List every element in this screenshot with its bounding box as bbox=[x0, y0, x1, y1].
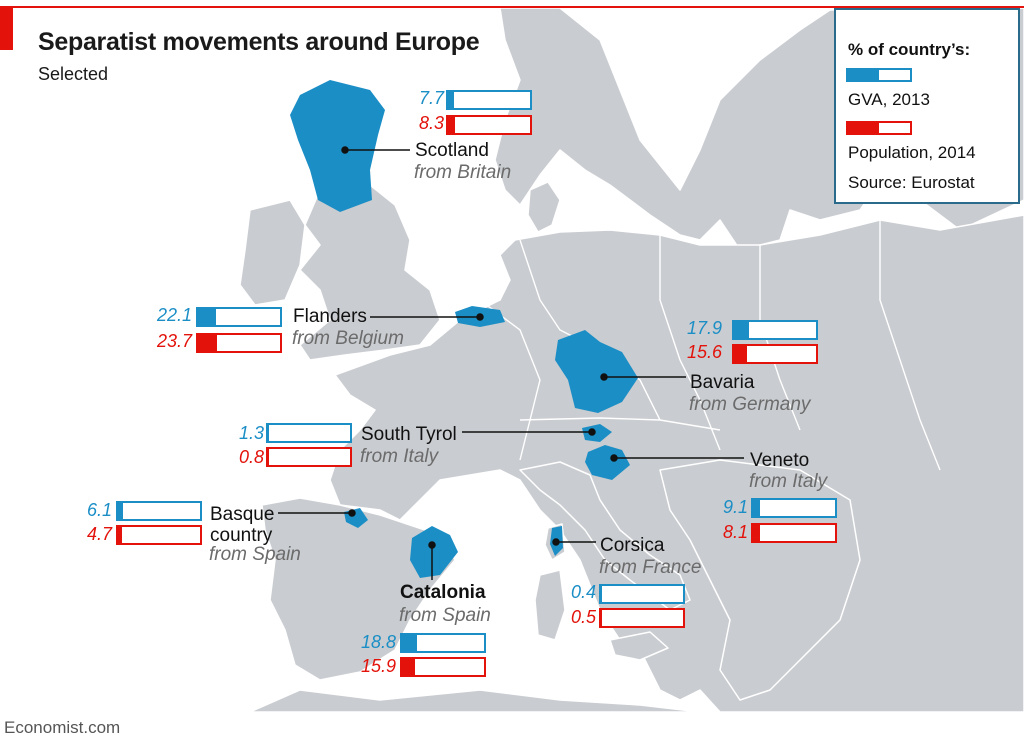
catalonia-gva-fill bbox=[402, 635, 418, 651]
veneto-pop-fill bbox=[753, 525, 760, 541]
basque-gva-fill bbox=[118, 503, 123, 519]
bavaria-gva-fill bbox=[734, 322, 749, 338]
legend-gva-label: GVA, 2013 bbox=[848, 90, 930, 109]
scotland-pop-value: 8.3 bbox=[418, 113, 444, 133]
south-tyrol-pop-bar bbox=[266, 447, 352, 467]
scotland-gva-bar bbox=[446, 90, 532, 110]
catalonia-gva-value: 18.8 bbox=[360, 632, 396, 652]
italy-land bbox=[519, 461, 691, 611]
bavaria-gva-value: 17.9 bbox=[686, 318, 722, 338]
basque-gva-bar bbox=[116, 501, 202, 521]
africa-land bbox=[249, 689, 701, 713]
veneto-gva-bar bbox=[751, 498, 837, 518]
flanders-gva-fill bbox=[198, 309, 217, 325]
south-tyrol-from: from Italy bbox=[360, 446, 439, 467]
catalonia-label: Catalonia bbox=[400, 582, 486, 603]
veneto-gva-value: 9.1 bbox=[722, 497, 748, 517]
bavaria-from: from Germany bbox=[689, 394, 811, 415]
brand-tab bbox=[0, 8, 13, 50]
basque-pop-fill bbox=[118, 527, 122, 543]
veneto-pop-bar bbox=[751, 523, 837, 543]
flanders-pop-bar bbox=[196, 333, 282, 353]
bavaria-region bbox=[555, 330, 638, 413]
bavaria-pop-bar bbox=[732, 344, 818, 364]
top-rule bbox=[0, 6, 1024, 8]
flanders-gva-value: 22.1 bbox=[156, 305, 192, 325]
scotland-region bbox=[290, 80, 385, 212]
veneto-from: from Italy bbox=[749, 471, 828, 492]
bavaria-gva-bar bbox=[732, 320, 818, 340]
basque-label: Basque country bbox=[210, 504, 275, 546]
legend-gva-swatch bbox=[846, 68, 912, 82]
south-tyrol-pop-value: 0.8 bbox=[238, 447, 264, 467]
veneto-pop-value: 8.1 bbox=[722, 522, 748, 542]
south_tyrol-gva-fill bbox=[268, 425, 270, 441]
balkans-land bbox=[659, 459, 861, 701]
chart-subtitle: Selected bbox=[38, 64, 109, 84]
bavaria-pop-fill bbox=[734, 346, 747, 362]
catalonia-pop-bar bbox=[400, 657, 486, 677]
south_tyrol-pop-fill bbox=[268, 449, 269, 465]
scotland-pop-bar bbox=[446, 115, 532, 135]
bavaria-label: Bavaria bbox=[690, 372, 755, 393]
catalonia-pop-fill bbox=[402, 659, 416, 675]
scotland-gva-value: 7.7 bbox=[418, 88, 444, 108]
basque-pop-bar bbox=[116, 525, 202, 545]
catalonia-region bbox=[410, 526, 458, 578]
south-tyrol-label: South Tyrol bbox=[361, 424, 457, 445]
bavaria-pop-value: 15.6 bbox=[686, 342, 722, 362]
corsica-pop-bar bbox=[599, 608, 685, 628]
scotland-gva-fill bbox=[448, 92, 455, 108]
source-note: Source: Eurostat bbox=[848, 173, 975, 192]
south-tyrol-gva-value: 1.3 bbox=[238, 423, 264, 443]
flanders-pop-value: 23.7 bbox=[156, 331, 192, 351]
veneto-gva-fill bbox=[753, 500, 761, 516]
basque-gva-value: 6.1 bbox=[86, 500, 112, 520]
source-credit: Economist.com bbox=[4, 718, 121, 737]
flanders-pop-fill bbox=[198, 335, 218, 351]
legend-title: % of country’s: bbox=[848, 40, 971, 59]
veneto-label: Veneto bbox=[750, 450, 810, 471]
sicily-land bbox=[609, 631, 669, 661]
legend-pop-swatch bbox=[846, 121, 912, 135]
south-tyrol-gva-bar bbox=[266, 423, 352, 443]
corsica-pop-value: 0.5 bbox=[570, 607, 596, 627]
basque-from: from Spain bbox=[209, 544, 301, 565]
corsica-gva-value: 0.4 bbox=[570, 582, 596, 602]
veneto-region bbox=[585, 445, 630, 480]
catalonia-gva-bar bbox=[400, 633, 486, 653]
denmark-land bbox=[527, 181, 561, 233]
scotland-pop-fill bbox=[448, 117, 455, 133]
scotland-label: Scotland bbox=[415, 140, 489, 161]
flanders-label: Flanders bbox=[293, 306, 367, 327]
south-tyrol-region bbox=[582, 424, 612, 442]
sardinia-land bbox=[534, 569, 566, 641]
chart-title: Separatist movements around Europe bbox=[38, 28, 480, 56]
corsica-from: from France bbox=[599, 557, 702, 578]
flanders-from: from Belgium bbox=[292, 328, 404, 349]
catalonia-from: from Spain bbox=[399, 605, 491, 626]
legend-population-label: Population, 2014 bbox=[848, 143, 976, 162]
ireland-land bbox=[239, 199, 306, 306]
corsica-gva-bar bbox=[599, 584, 685, 604]
scotland-from: from Britain bbox=[414, 162, 512, 183]
basque-pop-value: 4.7 bbox=[86, 524, 112, 544]
flanders-gva-bar bbox=[196, 307, 282, 327]
legend-box: % of country’s: GVA, 2013 Population, 20… bbox=[834, 8, 1020, 204]
corsica-label: Corsica bbox=[600, 535, 665, 556]
catalonia-pop-value: 15.9 bbox=[360, 656, 396, 676]
